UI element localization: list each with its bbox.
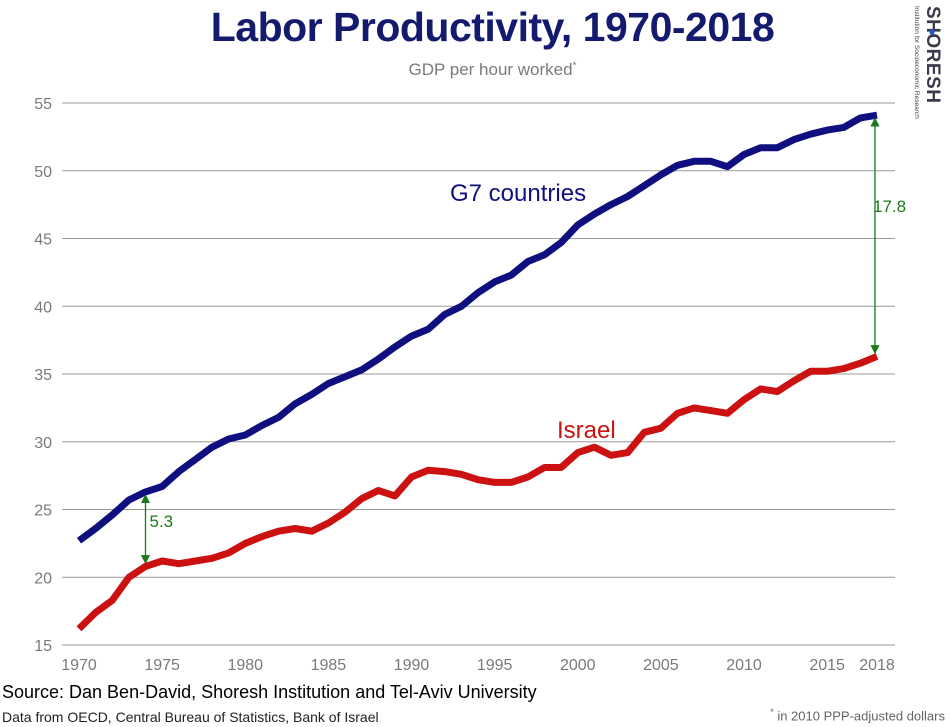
y-tick-label: 20 bbox=[34, 570, 52, 587]
x-tick-label: 2010 bbox=[726, 657, 762, 674]
chart-title: Labor Productivity, 1970-2018 bbox=[210, 4, 775, 50]
shoresh-logo: SHORESH Institution for Socioeconomic Re… bbox=[913, 6, 943, 119]
series-line-g7 bbox=[76, 111, 878, 544]
logo-wordmark: SHORESH bbox=[922, 6, 943, 103]
line-chart: 15 20 25 30 35 40 45 50 55 1970 1975 1980 1985 1990 19… bbox=[34, 96, 906, 674]
y-tick-label: 25 bbox=[34, 503, 52, 520]
x-tick-label: 2018 bbox=[859, 657, 895, 674]
x-tick-label: 1995 bbox=[477, 657, 513, 674]
x-tick-label: 1985 bbox=[311, 657, 347, 674]
x-tick-label: 2000 bbox=[560, 657, 596, 674]
y-tick-label: 50 bbox=[34, 164, 52, 181]
y-tick-label: 30 bbox=[34, 435, 52, 452]
gap-label: 17.8 bbox=[873, 197, 906, 216]
footnote: * in 2010 PPP-adjusted dollars bbox=[770, 707, 945, 723]
x-tick-label: 2005 bbox=[643, 657, 679, 674]
x-tick-label: 1990 bbox=[394, 657, 430, 674]
chart-subtitle: GDP per hour worked* bbox=[0, 60, 951, 80]
series-label-israel: Israel bbox=[557, 417, 616, 444]
x-tick-label: 1980 bbox=[227, 657, 263, 674]
data-source-note: Data from OECD, Central Bureau of Statis… bbox=[2, 709, 379, 725]
logo-tagline: Institution for Socioeconomic Research bbox=[913, 6, 920, 119]
logo-dot-icon bbox=[929, 29, 935, 35]
subtitle-text: GDP per hour worked bbox=[408, 60, 573, 79]
subtitle-footnote-mark: * bbox=[572, 60, 577, 72]
y-tick-label: 35 bbox=[34, 367, 52, 384]
footnote-mark: * bbox=[770, 707, 774, 717]
y-tick-label: 55 bbox=[34, 96, 52, 113]
series-line-israel bbox=[76, 353, 879, 632]
x-tick-label: 1975 bbox=[144, 657, 180, 674]
footnote-text: in 2010 PPP-adjusted dollars bbox=[773, 708, 945, 724]
source-note: Source: Dan Ben-David, Shoresh Instituti… bbox=[2, 682, 537, 702]
y-tick-label: 45 bbox=[34, 232, 52, 249]
x-tick-label: 2015 bbox=[809, 657, 845, 674]
x-tick-label: 1970 bbox=[61, 657, 97, 674]
y-tick-label: 15 bbox=[34, 638, 52, 655]
gap-label: 5.3 bbox=[150, 512, 174, 531]
series-label-g7: G7 countries bbox=[450, 180, 586, 207]
y-tick-label: 40 bbox=[34, 299, 52, 316]
